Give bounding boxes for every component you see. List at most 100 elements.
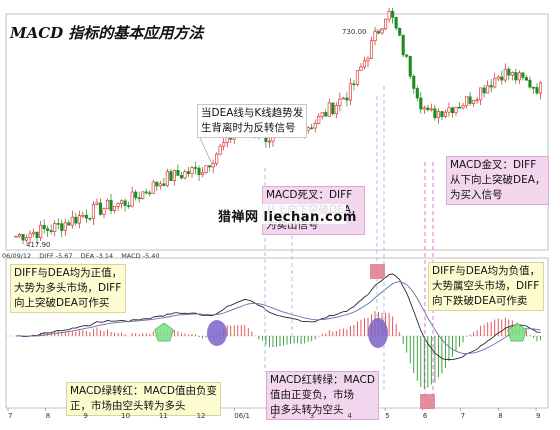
candle-body bbox=[345, 97, 349, 101]
x-tick-label: 7 bbox=[8, 412, 13, 420]
bear-market-line-2: 大势属空头市场，DIFF bbox=[432, 280, 540, 292]
candle-body bbox=[384, 18, 388, 30]
candle-body bbox=[514, 72, 518, 81]
candle-body bbox=[215, 153, 219, 164]
candle-body bbox=[355, 70, 359, 85]
candle-body bbox=[531, 86, 535, 89]
candle-body bbox=[387, 10, 391, 20]
candle-body bbox=[67, 222, 71, 226]
candle-body bbox=[482, 87, 486, 94]
markers bbox=[154, 264, 527, 409]
candle-body bbox=[267, 140, 271, 143]
chart-title: MACD 指标的基本应用方法 bbox=[10, 24, 204, 42]
candle-body bbox=[193, 167, 198, 169]
candle-body bbox=[521, 72, 525, 78]
candle-body bbox=[81, 214, 85, 217]
candle-body bbox=[141, 191, 145, 199]
candle-body bbox=[450, 107, 455, 114]
candle-body bbox=[130, 191, 134, 207]
candle-body bbox=[102, 208, 106, 215]
candle-body bbox=[320, 112, 324, 117]
red-to-green-line-2: 值由正变负，市场 bbox=[270, 389, 354, 401]
candle-body bbox=[503, 68, 507, 81]
indicator-date: 06/09/12 bbox=[2, 252, 32, 260]
candle-body bbox=[457, 106, 462, 109]
golden-cross-line-3: 为买入信号 bbox=[450, 189, 503, 201]
candle-body bbox=[105, 200, 110, 210]
x-tick-label: 9 bbox=[83, 412, 88, 420]
candle-body bbox=[380, 28, 384, 34]
candle-body bbox=[405, 54, 409, 57]
candle-body bbox=[535, 87, 539, 94]
candle-body bbox=[327, 102, 331, 117]
candle-body bbox=[158, 183, 162, 187]
candle-body bbox=[486, 85, 490, 94]
candle-body bbox=[222, 142, 226, 147]
candle-body bbox=[443, 111, 447, 118]
candle-body bbox=[475, 99, 479, 102]
x-tick-label: 2 bbox=[272, 412, 277, 420]
candle-body bbox=[84, 214, 88, 219]
candle-body bbox=[422, 107, 426, 110]
candle-body bbox=[369, 40, 374, 59]
candle-body bbox=[56, 223, 60, 225]
candle-body bbox=[401, 35, 405, 56]
golden-cross-marker bbox=[420, 394, 435, 409]
x-tick-label: 10 bbox=[121, 412, 131, 420]
red-to-green-line-1: MACD红转绿：MACD bbox=[270, 374, 375, 386]
candle-body bbox=[479, 87, 483, 101]
candle-body bbox=[306, 127, 310, 131]
x-tick-label: 11 bbox=[158, 412, 168, 420]
candle-body bbox=[88, 217, 92, 220]
candle-body bbox=[412, 75, 416, 89]
watermark-background bbox=[212, 204, 346, 224]
candle-body bbox=[176, 170, 180, 176]
candle-body bbox=[524, 77, 528, 81]
candle-body bbox=[436, 111, 440, 119]
annotation-bear-market: DIFF与DEA均为负值， 大势属空头市场，DIFF 向下跌破DEA可作卖 bbox=[428, 262, 545, 311]
x-tick-label: 6 bbox=[422, 412, 428, 420]
candle-body bbox=[507, 68, 511, 76]
candle-body bbox=[109, 200, 113, 211]
candle-body bbox=[70, 216, 74, 226]
x-tick-label: 4 bbox=[347, 412, 352, 420]
golden-cross-line-1: MACD金叉：DIFF bbox=[450, 159, 537, 171]
green-to-red-marker bbox=[207, 320, 227, 346]
red-to-green-line-3: 由多头转为空头 bbox=[270, 404, 344, 416]
death-cross-marker bbox=[370, 264, 385, 279]
candle-body bbox=[127, 205, 131, 207]
candle-body bbox=[49, 230, 53, 232]
candle-body bbox=[447, 107, 451, 113]
candle-body bbox=[366, 57, 370, 62]
candle-body bbox=[408, 56, 412, 77]
indicator-macd: MACD -5.40 bbox=[121, 252, 160, 260]
indicator-diff: DIFF -5.67 bbox=[39, 252, 73, 260]
x-tick-label: 9 bbox=[536, 412, 541, 420]
candle-body bbox=[116, 203, 120, 207]
candle-body bbox=[528, 79, 532, 88]
golden-cross-line-2: 从下向上突破DEA， bbox=[450, 174, 546, 186]
dea-line bbox=[15, 281, 541, 354]
candle-body bbox=[461, 105, 465, 109]
candle-body bbox=[134, 191, 138, 199]
divergence-line-2: 生背离时为反转信号 bbox=[201, 122, 296, 134]
divergence-line-1: 当DEA线与K线趋势发 bbox=[201, 107, 304, 119]
bull-market-line-1: DIFF与DEA均为正值， bbox=[14, 267, 123, 279]
candle-body bbox=[493, 78, 497, 88]
green-to-red-line-2: 正，市场由空头转为多头 bbox=[70, 400, 186, 412]
green-to-red-line-1: MACD绿转红：MACD值由负变 bbox=[70, 385, 217, 397]
candle-body bbox=[155, 181, 159, 187]
candle-body bbox=[39, 224, 43, 239]
price-low-label: 417.90 bbox=[26, 241, 51, 249]
candle-body bbox=[324, 112, 328, 117]
bear-cross-marker bbox=[507, 322, 527, 342]
candle-body bbox=[362, 60, 367, 68]
red-to-green-marker bbox=[368, 318, 388, 348]
candle-body bbox=[74, 216, 78, 224]
x-tick-label: 06/1 bbox=[234, 412, 251, 420]
candle-body bbox=[313, 123, 317, 129]
candle-body bbox=[538, 82, 543, 94]
candle-body bbox=[429, 108, 433, 111]
x-tick-label: 3 bbox=[309, 412, 315, 420]
candle-body bbox=[46, 228, 50, 231]
